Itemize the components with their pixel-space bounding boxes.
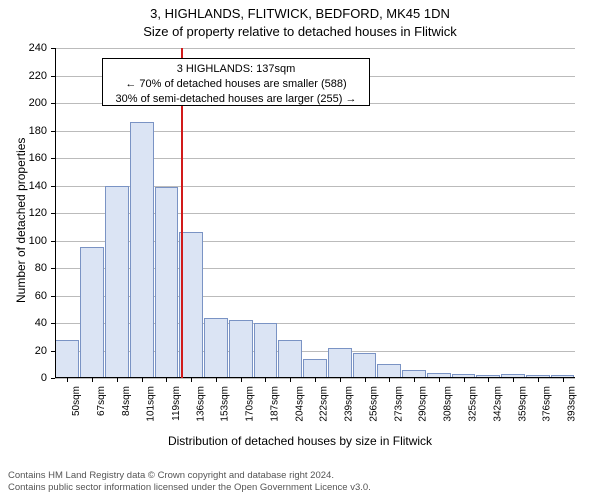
- ytick-label: 60: [17, 290, 47, 302]
- xtick-mark: [290, 378, 291, 382]
- xtick-mark: [315, 378, 316, 382]
- xtick-mark: [166, 378, 167, 382]
- xtick-mark: [67, 378, 68, 382]
- xtick-mark: [117, 378, 118, 382]
- xtick-label: 376sqm: [542, 386, 553, 422]
- histogram-bar: [204, 318, 228, 379]
- xtick-label: 325sqm: [468, 386, 479, 422]
- ytick-label: 120: [17, 207, 47, 219]
- ytick-mark: [51, 378, 55, 379]
- xtick-label: 204sqm: [294, 386, 305, 422]
- y-axis-line: [55, 48, 56, 378]
- histogram-bar: [130, 122, 154, 378]
- xtick-label: 101sqm: [146, 386, 157, 422]
- annotation-box: 3 HIGHLANDS: 137sqm ← 70% of detached ho…: [102, 58, 370, 106]
- property-size-histogram: 3, HIGHLANDS, FLITWICK, BEDFORD, MK45 1D…: [0, 0, 600, 500]
- histogram-bar: [105, 186, 129, 379]
- xtick-mark: [340, 378, 341, 382]
- xtick-label: 136sqm: [195, 386, 206, 422]
- ytick-label: 180: [17, 125, 47, 137]
- xtick-mark: [365, 378, 366, 382]
- ytick-label: 80: [17, 262, 47, 274]
- ytick-label: 100: [17, 235, 47, 247]
- annotation-line1: 3 HIGHLANDS: 137sqm: [109, 62, 363, 77]
- histogram-bar: [303, 359, 327, 378]
- xtick-label: 222sqm: [319, 386, 330, 422]
- xtick-mark: [464, 378, 465, 382]
- ytick-label: 220: [17, 70, 47, 82]
- ytick-label: 240: [17, 42, 47, 54]
- xtick-mark: [538, 378, 539, 382]
- xtick-label: 119sqm: [170, 386, 181, 421]
- xtick-label: 239sqm: [344, 386, 355, 422]
- xtick-label: 187sqm: [269, 386, 280, 422]
- gridline: [55, 48, 575, 49]
- xtick-mark: [191, 378, 192, 382]
- xtick-mark: [389, 378, 390, 382]
- xtick-mark: [563, 378, 564, 382]
- histogram-bar: [353, 353, 377, 378]
- ytick-label: 200: [17, 97, 47, 109]
- xtick-label: 342sqm: [492, 386, 503, 422]
- histogram-bar: [55, 340, 79, 379]
- xtick-label: 67sqm: [96, 386, 107, 416]
- ytick-label: 0: [17, 372, 47, 384]
- footer-line1: Contains HM Land Registry data © Crown c…: [8, 470, 371, 482]
- xtick-label: 359sqm: [517, 386, 528, 422]
- histogram-bar: [328, 348, 352, 378]
- annotation-line3: 30% of semi-detached houses are larger (…: [109, 92, 363, 107]
- x-axis-label: Distribution of detached houses by size …: [0, 434, 600, 448]
- ytick-label: 160: [17, 152, 47, 164]
- xtick-label: 153sqm: [220, 386, 231, 422]
- footer-line2: Contains public sector information licen…: [8, 482, 371, 494]
- xtick-label: 50sqm: [71, 386, 82, 416]
- xtick-mark: [265, 378, 266, 382]
- xtick-mark: [92, 378, 93, 382]
- xtick-mark: [439, 378, 440, 382]
- xtick-label: 273sqm: [393, 386, 404, 422]
- xtick-mark: [513, 378, 514, 382]
- xtick-mark: [414, 378, 415, 382]
- xtick-label: 290sqm: [418, 386, 429, 422]
- ytick-label: 40: [17, 317, 47, 329]
- histogram-bar: [229, 320, 253, 378]
- xtick-mark: [216, 378, 217, 382]
- histogram-bar: [377, 364, 401, 378]
- xtick-label: 84sqm: [121, 386, 132, 416]
- histogram-bar: [254, 323, 278, 378]
- xtick-label: 170sqm: [245, 386, 256, 422]
- ytick-label: 140: [17, 180, 47, 192]
- ytick-label: 20: [17, 345, 47, 357]
- xtick-label: 308sqm: [443, 386, 454, 422]
- xtick-mark: [241, 378, 242, 382]
- chart-title-line2: Size of property relative to detached ho…: [0, 24, 600, 39]
- footer-attribution: Contains HM Land Registry data © Crown c…: [8, 470, 371, 495]
- histogram-bar: [155, 187, 179, 378]
- xtick-mark: [488, 378, 489, 382]
- histogram-bar: [80, 247, 104, 378]
- x-axis-line: [55, 377, 575, 378]
- chart-title-line1: 3, HIGHLANDS, FLITWICK, BEDFORD, MK45 1D…: [0, 6, 600, 21]
- xtick-label: 256sqm: [369, 386, 380, 422]
- xtick-label: 393sqm: [567, 386, 578, 422]
- xtick-mark: [142, 378, 143, 382]
- histogram-bar: [278, 340, 302, 379]
- annotation-line2: ← 70% of detached houses are smaller (58…: [109, 77, 363, 92]
